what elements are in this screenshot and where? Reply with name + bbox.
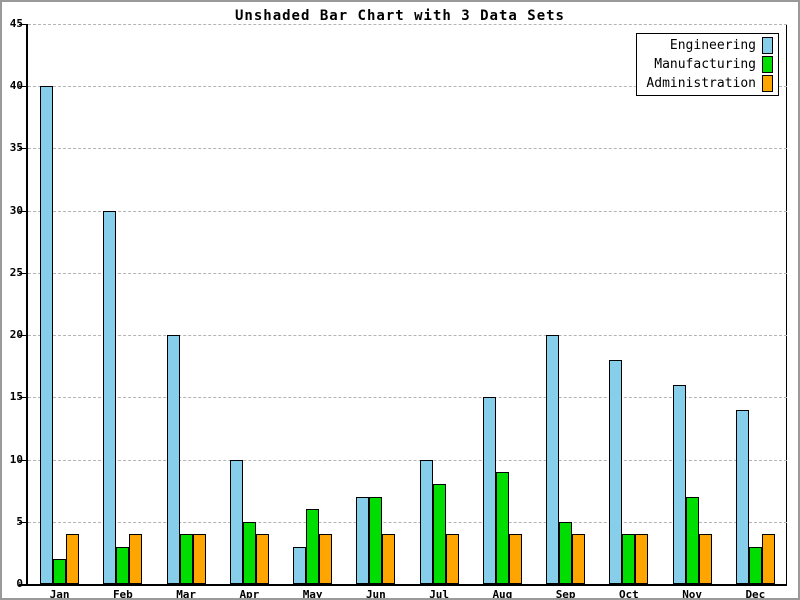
plot-area: [28, 24, 787, 584]
bar-manufacturing-feb: [116, 547, 130, 584]
gridline-y-20: [28, 335, 787, 337]
chart-title: Unshaded Bar Chart with 3 Data Sets: [234, 8, 565, 24]
y-tick-label-10: 10: [9, 453, 23, 466]
bar-manufacturing-jan: [53, 559, 67, 584]
x-tick-label-may: May: [302, 588, 323, 600]
bar-manufacturing-aug: [495, 472, 509, 584]
bar-administration-sep: [572, 534, 586, 584]
bar-engineering-oct: [609, 360, 623, 584]
y-axis-line: [26, 24, 28, 586]
bar-manufacturing-dec: [748, 547, 762, 584]
legend-label-engineering: Engineering: [669, 38, 756, 53]
bar-manufacturing-mar: [179, 534, 193, 584]
y-tick-10: [19, 460, 26, 461]
x-tick-label-apr: Apr: [239, 588, 260, 600]
bar-engineering-aug: [482, 397, 496, 584]
legend-swatch-administration: [762, 75, 773, 92]
bar-engineering-may: [293, 547, 307, 584]
bar-manufacturing-nov: [685, 497, 699, 584]
x-tick-label-aug: Aug: [492, 588, 513, 600]
legend-item-engineering: Engineering: [646, 36, 773, 55]
y-tick-label-30: 30: [9, 204, 23, 217]
bar-administration-jun: [382, 534, 396, 584]
bar-administration-feb: [129, 534, 143, 584]
x-axis-line: [19, 584, 787, 586]
bar-manufacturing-sep: [559, 522, 573, 584]
bar-engineering-dec: [735, 410, 749, 584]
gridline-y-40: [28, 86, 787, 88]
x-tick-label-jun: Jun: [365, 588, 386, 600]
x-tick-label-dec: Dec: [745, 588, 766, 600]
y-tick-label-35: 35: [9, 141, 23, 154]
gridline-y-15: [28, 397, 787, 399]
x-tick-label-jan: Jan: [49, 588, 70, 600]
bar-administration-apr: [255, 534, 269, 584]
legend-swatch-engineering: [762, 37, 773, 54]
right-spine: [786, 24, 787, 584]
legend: Engineering Manufacturing Administration: [636, 33, 779, 96]
x-tick-label-jul: Jul: [429, 588, 450, 600]
bar-administration-mar: [192, 534, 206, 584]
bar-administration-aug: [508, 534, 522, 584]
bar-manufacturing-jun: [369, 497, 383, 584]
bar-engineering-mar: [166, 335, 180, 584]
y-tick-20: [19, 335, 26, 336]
bar-administration-jan: [66, 534, 80, 584]
gridline-y-25: [28, 272, 787, 274]
bar-administration-dec: [761, 534, 775, 584]
bar-engineering-jul: [419, 460, 433, 584]
y-tick-label-45: 45: [9, 17, 23, 30]
x-tick-label-sep: Sep: [555, 588, 576, 600]
legend-item-manufacturing: Manufacturing: [646, 55, 773, 74]
legend-swatch-manufacturing: [762, 56, 773, 73]
y-tick-40: [19, 86, 26, 87]
y-tick-35: [19, 148, 26, 149]
y-tick-5: [19, 522, 26, 523]
bar-engineering-jan: [40, 86, 54, 584]
bar-manufacturing-apr: [242, 522, 256, 584]
legend-item-administration: Administration: [646, 74, 773, 93]
y-tick-0: [19, 584, 26, 585]
bar-engineering-jun: [356, 497, 370, 584]
y-tick-15: [19, 397, 26, 398]
y-tick-label-40: 40: [9, 79, 23, 92]
gridline-y-10: [28, 459, 787, 461]
x-tick-label-mar: Mar: [176, 588, 197, 600]
x-tick-label-nov: Nov: [682, 588, 703, 600]
x-tick-label-feb: Feb: [112, 588, 133, 600]
y-tick-45: [19, 24, 26, 25]
bar-engineering-feb: [103, 211, 117, 584]
legend-label-administration: Administration: [646, 76, 756, 91]
y-tick-30: [19, 211, 26, 212]
bar-administration-oct: [635, 534, 649, 584]
gridline-y-45: [28, 24, 787, 25]
gridline-y-5: [28, 521, 787, 523]
gridline-y-30: [28, 210, 787, 212]
legend-label-manufacturing: Manufacturing: [654, 57, 756, 72]
y-tick-label-20: 20: [9, 328, 23, 341]
gridline-y-35: [28, 148, 787, 150]
bar-administration-may: [319, 534, 333, 584]
y-tick-label-25: 25: [9, 266, 23, 279]
y-tick-label-0: 0: [3, 577, 23, 590]
y-tick-label-5: 5: [3, 515, 23, 528]
y-tick-25: [19, 273, 26, 274]
y-tick-label-15: 15: [9, 390, 23, 403]
bar-engineering-sep: [546, 335, 560, 584]
bar-engineering-apr: [229, 460, 243, 584]
bar-administration-jul: [445, 534, 459, 584]
bar-manufacturing-oct: [622, 534, 636, 584]
bar-manufacturing-may: [306, 509, 320, 584]
bar-manufacturing-jul: [432, 484, 446, 584]
bar-engineering-nov: [672, 385, 686, 584]
bar-administration-nov: [698, 534, 712, 584]
x-tick-label-oct: Oct: [618, 588, 639, 600]
